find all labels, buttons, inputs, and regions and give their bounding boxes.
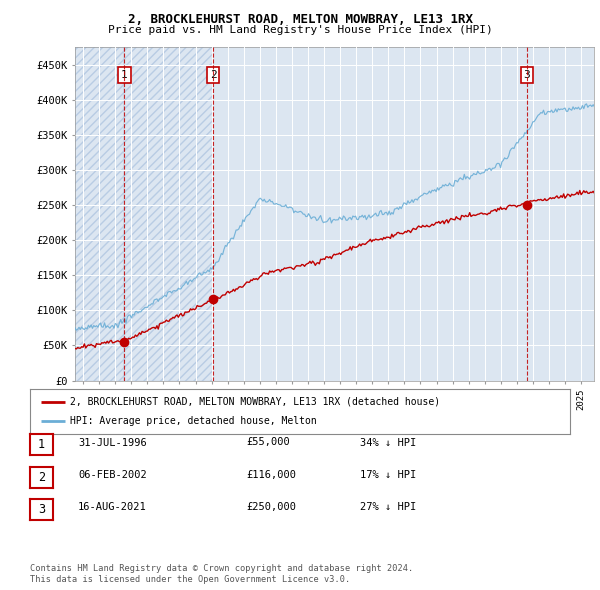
Text: 16-AUG-2021: 16-AUG-2021 [78, 503, 147, 512]
Text: 1: 1 [121, 70, 128, 80]
Text: 31-JUL-1996: 31-JUL-1996 [78, 438, 147, 447]
Text: 3: 3 [38, 503, 45, 516]
Text: Price paid vs. HM Land Registry's House Price Index (HPI): Price paid vs. HM Land Registry's House … [107, 25, 493, 35]
Text: £250,000: £250,000 [246, 503, 296, 512]
Text: 06-FEB-2002: 06-FEB-2002 [78, 470, 147, 480]
Text: HPI: Average price, detached house, Melton: HPI: Average price, detached house, Melt… [71, 417, 317, 426]
Bar [124, 47, 213, 381]
Text: 34% ↓ HPI: 34% ↓ HPI [360, 438, 416, 447]
Text: 2: 2 [209, 70, 217, 80]
Text: 2, BROCKLEHURST ROAD, MELTON MOWBRAY, LE13 1RX: 2, BROCKLEHURST ROAD, MELTON MOWBRAY, LE… [128, 13, 473, 26]
Text: 1: 1 [38, 438, 45, 451]
Text: £55,000: £55,000 [246, 438, 290, 447]
Text: 2: 2 [38, 471, 45, 484]
Text: 2, BROCKLEHURST ROAD, MELTON MOWBRAY, LE13 1RX (detached house): 2, BROCKLEHURST ROAD, MELTON MOWBRAY, LE… [71, 397, 440, 407]
Text: 17% ↓ HPI: 17% ↓ HPI [360, 470, 416, 480]
Text: 3: 3 [523, 70, 530, 80]
Text: Contains HM Land Registry data © Crown copyright and database right 2024.: Contains HM Land Registry data © Crown c… [30, 565, 413, 573]
Bar [75, 47, 124, 381]
Bar [213, 47, 594, 381]
Text: This data is licensed under the Open Government Licence v3.0.: This data is licensed under the Open Gov… [30, 575, 350, 584]
Text: 27% ↓ HPI: 27% ↓ HPI [360, 503, 416, 512]
Text: £116,000: £116,000 [246, 470, 296, 480]
